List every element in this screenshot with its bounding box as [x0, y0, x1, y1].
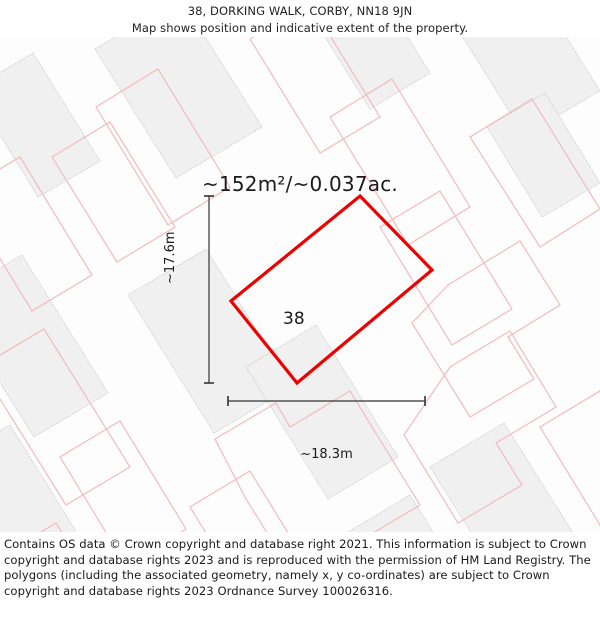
building-polygon	[462, 37, 600, 136]
map-canvas[interactable]: ~152m²/~0.037ac. 38 ~17.6m ~18.3m	[0, 37, 600, 532]
parcel-boundary	[95, 68, 231, 226]
parcel-boundary	[469, 98, 600, 248]
map-header: 38, DORKING WALK, CORBY, NN18 9JN Map sh…	[0, 0, 600, 37]
plot-number-label: 38	[283, 309, 305, 329]
parcel-boundary	[411, 240, 561, 418]
parcel-boundary	[51, 121, 176, 263]
parcel-boundary	[539, 390, 600, 526]
parcel-boundary-layer	[0, 37, 600, 532]
page-title: 38, DORKING WALK, CORBY, NN18 9JN	[187, 4, 413, 18]
building-polygon	[324, 37, 431, 110]
dimension-lines-layer	[204, 195, 426, 406]
horizontal-dimension-label: ~18.3m	[300, 447, 353, 462]
building-polygon	[94, 37, 263, 179]
building-polygon	[127, 248, 293, 434]
area-label: ~152m²/~0.037ac.	[202, 172, 398, 196]
page-subtitle: Map shows position and indicative extent…	[131, 21, 469, 35]
subject-plot-layer	[228, 193, 435, 386]
copyright-footer: Contains OS data © Crown copyright and d…	[0, 532, 600, 625]
parcel-boundary	[379, 190, 513, 346]
parcel-boundary	[189, 470, 289, 532]
building-polygon	[429, 422, 573, 532]
building-polygon	[347, 494, 434, 532]
parcel-boundary	[214, 390, 421, 532]
parcel-boundary	[249, 37, 381, 154]
parcel-boundary	[403, 330, 557, 524]
vertical-dimension-label: ~17.6m	[163, 231, 178, 284]
building-polygon	[0, 52, 101, 198]
parcel-boundary	[0, 328, 131, 506]
building-polygon	[486, 92, 600, 218]
subject-plot-outline	[228, 193, 435, 386]
building-polygon	[0, 424, 77, 532]
parcel-boundary	[59, 420, 187, 532]
copyright-text: Contains OS data © Crown copyright and d…	[4, 537, 591, 598]
parcel-boundary	[0, 156, 93, 312]
map-vector-layer	[0, 37, 600, 532]
parcel-boundary	[329, 78, 471, 246]
